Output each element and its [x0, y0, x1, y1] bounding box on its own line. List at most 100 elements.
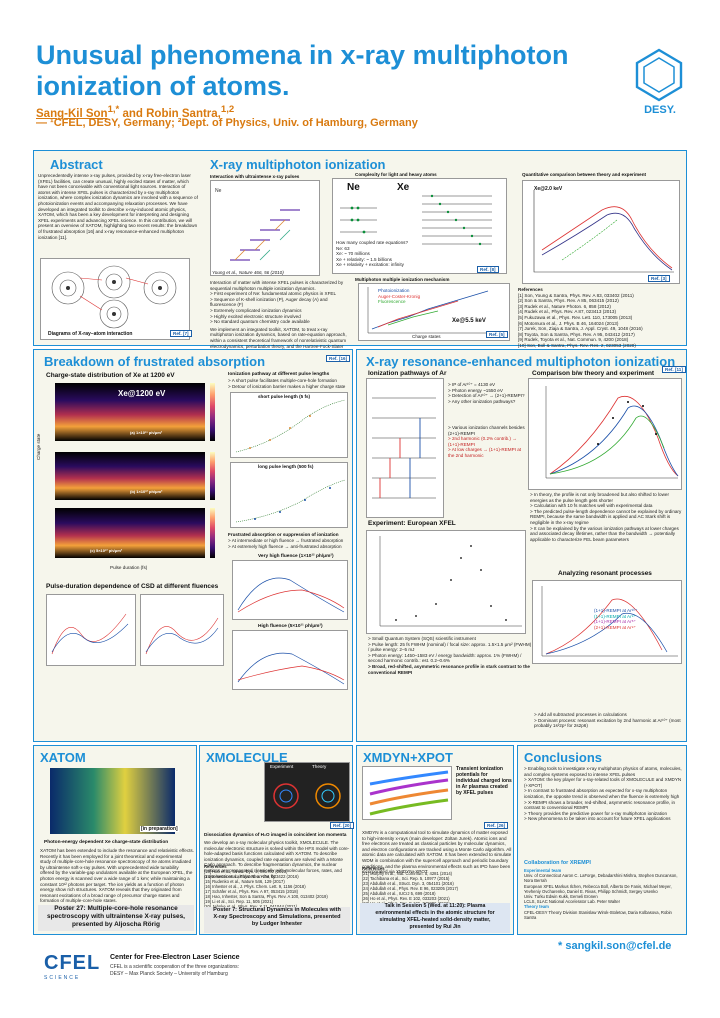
contact-email[interactable]: * sangkil.son@cfel.de — [558, 940, 672, 952]
xray-mpi-body: Interaction of matter with intense XFEL … — [210, 280, 347, 354]
csd-axis-y: Charge state — [36, 433, 41, 460]
xatom-fig-caption: Photon-energy dependent Xe charge-state … — [44, 840, 169, 845]
high-plot — [232, 630, 348, 690]
xmolecule-body: We develop an x-ray molecular physics to… — [204, 840, 350, 879]
complexity-text: How many coupled rate equations? Ne: 63 … — [336, 240, 409, 268]
xatom-preparation: [in preparation] — [140, 826, 179, 832]
atom-diagram — [51, 265, 177, 329]
colorbar-a — [210, 383, 215, 441]
pathways-title: Ionization pathways of Ar — [368, 370, 447, 377]
colorbar-b — [210, 452, 215, 500]
ion-title: Ionization pathway at different pulse le… — [228, 372, 330, 377]
xmolecule-poster[interactable]: Poster 7: Structural Dynamics in Molecul… — [204, 907, 350, 933]
fig4-label: Xe@5.5 keV — [452, 318, 486, 324]
cfel-logo-text: CFEL — [44, 952, 101, 974]
fig3-title: Quantitative comparison between theory a… — [522, 172, 647, 177]
panel-c-label: (c) 5×10¹² ph/μm² — [90, 548, 123, 553]
pathways-diagram — [366, 378, 444, 518]
author1[interactable]: Sang-Kil Son — [36, 107, 108, 120]
xmdyn-ref[interactable]: Ref. [26] — [484, 822, 509, 829]
very-high-plot — [232, 560, 348, 620]
ion-bullets: > A short pulse facilitates multiple-cor… — [228, 378, 346, 389]
poster-title: Unusual phenomena in x-ray multiphoton i… — [36, 40, 569, 101]
fig2-levels — [332, 178, 507, 274]
fig4-xlabel: Charge states — [412, 334, 441, 339]
collab-list: Experimental team Univ. of Connecticut A… — [524, 868, 678, 920]
long-pulse-plot — [230, 462, 348, 528]
xray-mpi-title: X-ray multiphoton ionization — [210, 157, 386, 172]
fig4-title: Multiphoton multiple ionization mechanis… — [355, 277, 450, 282]
abstract-body: Unprecedentedly intense x-ray pulses, pr… — [38, 173, 198, 240]
xmolecule-fig-label-theory: Theory — [312, 764, 327, 769]
collab-title: Collaboration for XREMPI — [524, 860, 591, 866]
xmdyn-body: XMDYN is a computational tool to simulat… — [362, 830, 512, 875]
fig4-staircase — [367, 287, 506, 334]
heatmap-b — [55, 452, 205, 500]
fig2-title: Complexity for light and heavy atoms — [355, 172, 437, 177]
csd-axis-x: Pulse duration (fs) — [110, 565, 148, 570]
xmdyn-talk[interactable]: Talk in Session 5 (Wed. at 11:20): Plasm… — [360, 903, 510, 933]
rempi-ref[interactable]: Ref. [11] — [662, 366, 686, 373]
resonant-title: Analyzing resonant processes — [558, 570, 652, 577]
comparison-curves — [545, 386, 679, 479]
short-label: short pulse length (5 fs) — [258, 394, 311, 399]
breakdown-ref[interactable]: Ref. [16] — [326, 355, 351, 362]
csd-title: Charge-state distribution of Xe at 1200 … — [46, 372, 175, 379]
exp-plot — [366, 530, 526, 634]
xmolecule-fig — [264, 762, 350, 822]
authors: Sang-Kil Son1,* and Robin Santra,1,2 — [36, 104, 235, 120]
cfel-name: Center for Free-Electron Laser Science — [110, 954, 240, 961]
conclusions-title: Conclusions — [524, 750, 603, 765]
desy-logo-icon — [635, 48, 683, 102]
xmolecule-fig-label-exp: Experiment — [270, 764, 294, 769]
affiliation: — ¹CFEL, DESY, Germany; ²Dept. of Physic… — [36, 117, 418, 129]
xe-label: Xe — [397, 182, 410, 193]
cfel-logo: CFEL SCIENCE — [44, 952, 104, 986]
xmdyn-bands — [369, 770, 449, 816]
fig3-curves — [533, 190, 674, 273]
long-label: long pulse length (500 fs) — [258, 464, 314, 469]
short-pulse-curve — [235, 399, 346, 453]
conclusions-bullets: > Enabling tools to investigate x-ray mu… — [524, 766, 682, 822]
xmolecule-ref[interactable]: Ref. [20] — [330, 822, 355, 829]
pulse-curves — [51, 613, 219, 655]
fig1-title: Interaction with ultraintense x-ray puls… — [210, 174, 300, 179]
xatom-body: XATOM has been extended to include the r… — [40, 848, 194, 904]
comparison-title: Comparison b/w theory and experiment — [532, 370, 655, 377]
abstract-title: Abstract — [50, 157, 103, 172]
xmolecule-momenta — [273, 783, 341, 809]
ref-3[interactable]: Ref. [3] — [648, 275, 670, 282]
resonant-bullets: > Add all subtracted processes in calcul… — [534, 712, 681, 729]
heatmap-a — [55, 383, 205, 441]
very-high-label: Very high fluence (1×10¹² ph/μm²) — [258, 554, 334, 559]
fig1-young — [210, 180, 320, 276]
pulse-title: Pulse-duration dependence of CSD at diff… — [46, 583, 219, 590]
short-pulse-plot — [230, 392, 348, 458]
ref-8[interactable]: Ref. [8] — [477, 266, 499, 273]
exp-title: Experiment: European XFEL — [368, 520, 456, 527]
heat-label: Xe@1200 eV — [118, 389, 166, 398]
desy-logo-text: DESY. — [644, 104, 676, 116]
pathways-levels — [372, 397, 436, 499]
high-curves — [237, 652, 345, 685]
abstract-ref[interactable]: Ref. [7] — [170, 330, 192, 337]
cfel-desc: CFEL is a scientific cooperation of the … — [110, 964, 240, 977]
xatom-poster[interactable]: Poster 27: Multiple-core-hole resonance … — [38, 905, 194, 931]
xmolecule-title: XMOLECULE — [206, 750, 288, 765]
xmolecule-fig-caption: Dissociation dynamics of H₂O imaged in c… — [204, 832, 347, 837]
exp-bullets: > Small Quantum System (SQS) scientific … — [368, 636, 532, 675]
xmolecule-references: References [13] Hao et al., Struct. Dyn.… — [204, 864, 328, 909]
xatom-title: XATOM — [40, 750, 86, 765]
pulse-plot-2 — [140, 594, 224, 666]
pathways-bullets2: > Various ionization channels besides (2… — [448, 425, 525, 458]
long-pulse-curve — [235, 479, 346, 523]
xatom-heatmap — [50, 768, 175, 834]
ref-5[interactable]: Ref. [5] — [486, 331, 508, 338]
fig1-cite: Young et al., Nature 466, 56 (2010) — [212, 270, 284, 275]
comparison-bullets: > In theory, the profile is not only bro… — [530, 492, 682, 542]
rempi-title: X-ray resonance-enhanced multiphoton ion… — [366, 354, 676, 369]
colorbar-c — [210, 508, 215, 558]
panel-b-label: (b) 1×10¹² ph/μm² — [130, 489, 163, 494]
xmdyn-fig-text: Transient ionization potentials for indi… — [456, 766, 512, 796]
fig3-comparison — [522, 180, 680, 284]
